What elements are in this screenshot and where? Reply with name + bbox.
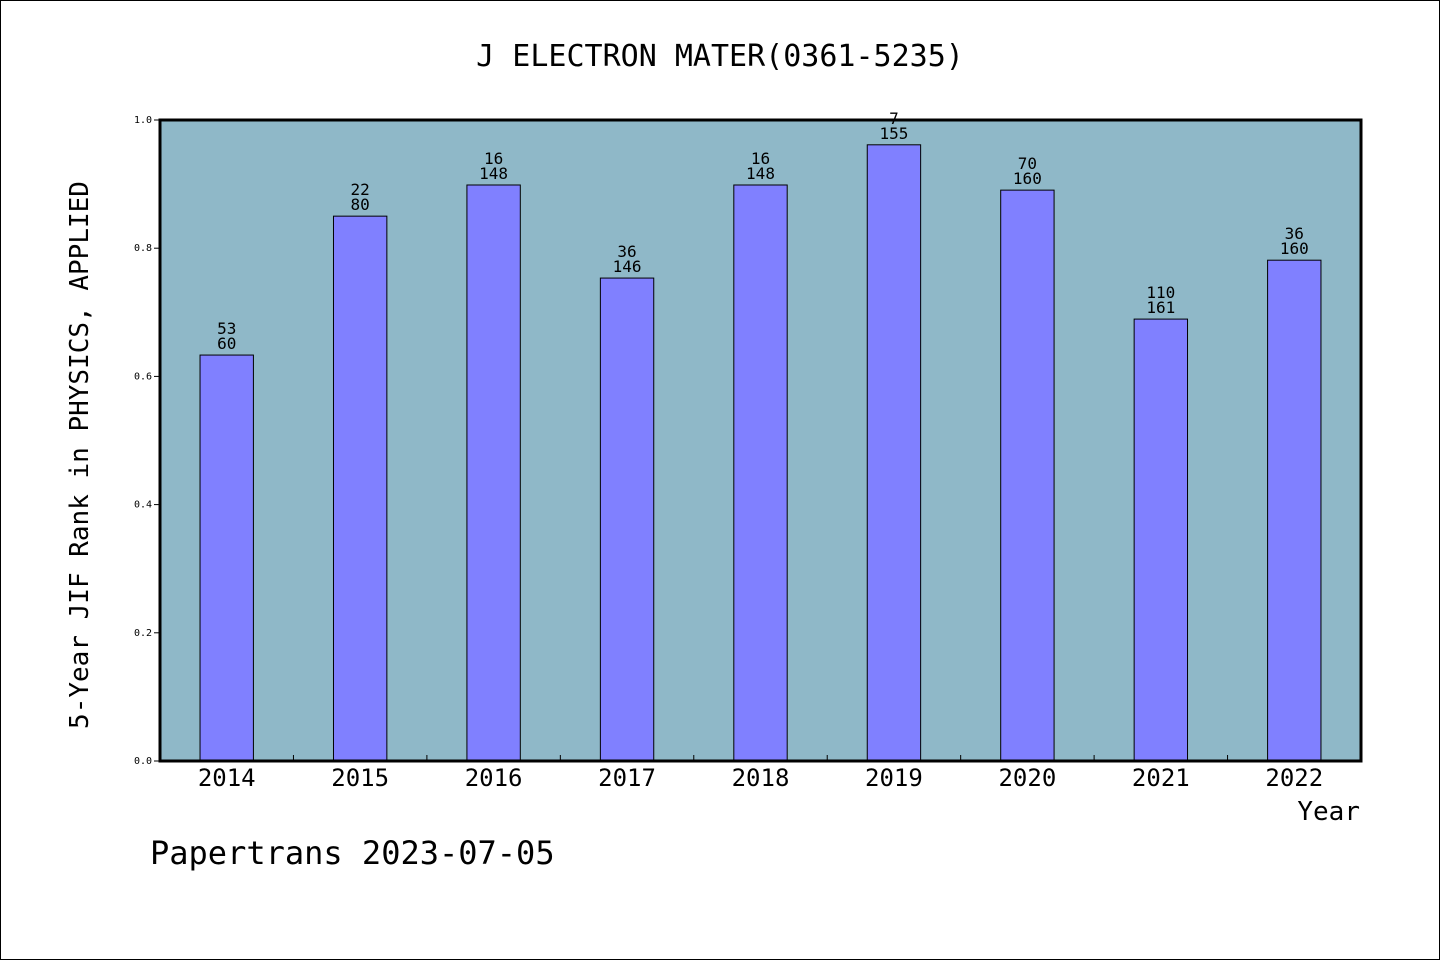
plot-border bbox=[158, 118, 1363, 763]
bar bbox=[599, 277, 655, 762]
bar-rank-label: 7 bbox=[889, 109, 899, 128]
bar bbox=[1267, 259, 1322, 762]
bar-total-label: 155 bbox=[879, 124, 908, 143]
x-tick-label: 2015 bbox=[331, 764, 389, 792]
bar-rank-label: 36 bbox=[1285, 224, 1304, 243]
y-tick-label: 1.0 bbox=[134, 115, 152, 126]
y-axis-label: 5-Year JIF Rank in PHYSICS, APPLIED bbox=[65, 181, 95, 729]
bar-total-label: 160 bbox=[1013, 169, 1042, 188]
y-axis: 0.0 0.2 0.4 0.6 0.8 1.0 bbox=[134, 115, 160, 767]
bars-group: 5360228016148361461614871557016011016136… bbox=[199, 109, 1322, 762]
y-tick-label: 0.8 bbox=[134, 243, 152, 254]
footer-text: Papertrans 2023-07-05 bbox=[150, 834, 555, 872]
x-tick-label: 2017 bbox=[598, 764, 656, 792]
bar-rank-label: 36 bbox=[617, 242, 636, 261]
bar-total-label: 161 bbox=[1146, 298, 1175, 317]
bar-total-label: 148 bbox=[746, 164, 775, 183]
y-tick-label: 0.6 bbox=[134, 371, 152, 382]
x-axis-label: Year bbox=[1297, 797, 1360, 827]
bar-total-label: 160 bbox=[1280, 239, 1309, 258]
x-tick-label: 2021 bbox=[1132, 764, 1190, 792]
x-tick-label: 2020 bbox=[998, 764, 1056, 792]
bar-rank-label: 22 bbox=[351, 180, 370, 199]
bar bbox=[1000, 189, 1055, 762]
bar bbox=[1133, 318, 1189, 762]
bar bbox=[866, 144, 922, 762]
x-axis: 2014 2015 2016 2017 2018 2019 2020 2021 2022 bbox=[198, 755, 1323, 792]
x-tick-label: 2019 bbox=[865, 764, 923, 792]
bar-total-label: 80 bbox=[351, 195, 370, 214]
y-tick-label: 0.0 bbox=[134, 756, 152, 767]
bar-rank-label: 16 bbox=[751, 149, 770, 168]
bar bbox=[199, 354, 254, 762]
chart-title: J ELECTRON MATER(0361-5235) bbox=[476, 39, 964, 74]
bar-total-label: 148 bbox=[479, 164, 508, 183]
bar-total-label: 60 bbox=[217, 334, 236, 353]
bar-rank-label: 53 bbox=[217, 319, 236, 338]
x-tick-label: 2014 bbox=[198, 764, 256, 792]
bar-rank-label: 110 bbox=[1146, 283, 1175, 302]
x-tick-label: 2022 bbox=[1265, 764, 1323, 792]
y-tick-label: 0.4 bbox=[134, 500, 152, 511]
x-tick-label: 2016 bbox=[465, 764, 523, 792]
bar bbox=[332, 215, 388, 762]
y-tick-label: 0.2 bbox=[134, 628, 152, 639]
bar-rank-label: 16 bbox=[484, 149, 503, 168]
bar bbox=[466, 184, 521, 762]
x-tick-label: 2018 bbox=[732, 764, 790, 792]
bar bbox=[733, 184, 788, 762]
bar-total-label: 146 bbox=[613, 257, 642, 276]
bar-rank-label: 70 bbox=[1018, 154, 1037, 173]
